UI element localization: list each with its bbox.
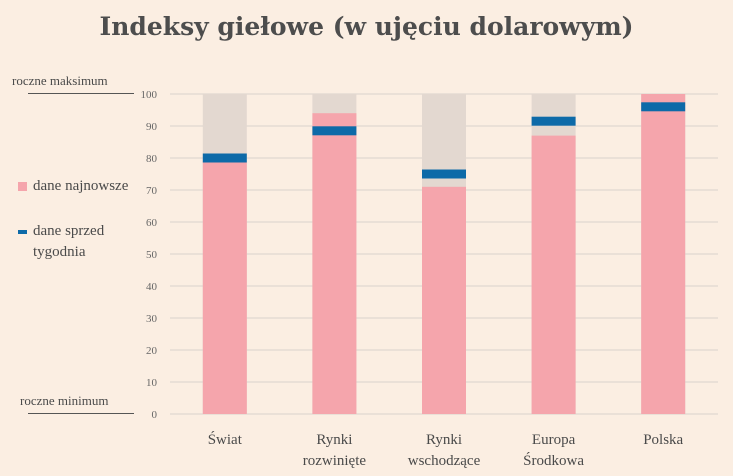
marker-week-ago: [641, 102, 686, 112]
x-category-label: Europa: [532, 432, 576, 448]
x-category-label: wschodzące: [408, 453, 481, 469]
x-category-label: Rynki: [426, 432, 462, 448]
marker-week-ago: [202, 153, 247, 163]
y-tick-label: 70: [146, 185, 158, 197]
annual-min-underline: [28, 413, 134, 414]
bar-latest: [422, 186, 466, 414]
legend-swatch-week-ago: [18, 230, 27, 234]
marker-week-ago: [531, 116, 576, 126]
bar-latest: [312, 113, 357, 414]
y-tick-label: 10: [146, 377, 158, 389]
y-tick-label: 40: [146, 281, 158, 293]
y-tick-label: 60: [146, 217, 158, 229]
y-tick-label: 30: [146, 313, 158, 325]
legend-label-week-ago: dane sprzed tygodnia: [33, 223, 105, 260]
x-category-label: Rynki: [316, 432, 352, 448]
y-tick-label: 90: [146, 121, 158, 133]
bar-latest: [531, 135, 576, 414]
y-tick-label: 100: [141, 89, 158, 101]
x-category-label: Świat: [208, 431, 243, 448]
x-category-label: rozwinięte: [303, 453, 367, 469]
bar-latest: [641, 94, 686, 414]
annual-max-underline: [28, 93, 134, 94]
legend-swatch-latest: [18, 182, 27, 191]
y-tick-label: 20: [146, 345, 158, 357]
legend: dane najnowsze dane sprzed tygodnia: [18, 176, 153, 263]
y-tick-label: 80: [146, 153, 158, 165]
legend-item-week-ago: dane sprzed tygodnia: [18, 221, 153, 263]
chart-title: Indeksy giełowe (w ujęciu dolarowym): [99, 12, 634, 41]
x-category-label: Środkowa: [523, 452, 584, 469]
bar-latest: [202, 161, 247, 414]
legend-item-latest: dane najnowsze: [18, 176, 153, 197]
y-tick-label: 50: [146, 249, 158, 261]
annual-max-label: roczne maksimum: [12, 73, 108, 88]
y-tick-label: 0: [152, 409, 158, 421]
legend-label-latest: dane najnowsze: [33, 178, 129, 194]
marker-week-ago: [422, 169, 466, 179]
annual-min-label: roczne minimum: [20, 393, 109, 408]
x-category-label: Polska: [643, 432, 683, 448]
marker-week-ago: [312, 126, 357, 136]
